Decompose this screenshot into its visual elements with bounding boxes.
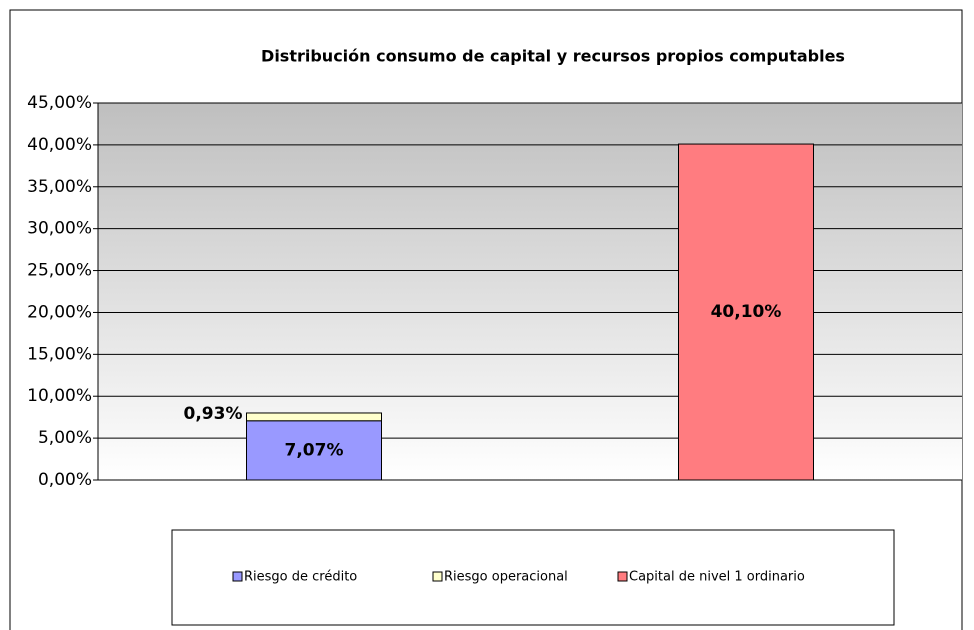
- bar-segment: [678, 143, 814, 481]
- y-tick-label: 5,00%: [38, 428, 92, 448]
- legend-label: Riesgo operacional: [444, 570, 568, 585]
- legend-label: Capital de nivel 1 ordinario: [629, 570, 805, 585]
- y-tick-label: 20,00%: [27, 302, 92, 322]
- y-tick-label: 45,00%: [27, 93, 92, 113]
- data-label: 0,93%: [184, 404, 243, 424]
- chart-title: Distribución consumo de capital y recurs…: [261, 47, 845, 66]
- bar-segment: [246, 420, 382, 481]
- bar-segment: [246, 412, 382, 422]
- y-tick-label: 25,00%: [27, 261, 92, 281]
- y-tick-label: 15,00%: [27, 344, 92, 364]
- legend-swatch: [232, 571, 243, 582]
- data-label: 40,10%: [711, 302, 782, 322]
- legend-box: [171, 529, 895, 626]
- legend-swatch: [617, 571, 628, 582]
- plot-area: [98, 103, 962, 480]
- y-tick-label: 40,00%: [27, 135, 92, 155]
- y-tick-label: 0,00%: [38, 470, 92, 490]
- y-tick-label: 35,00%: [27, 177, 92, 197]
- data-label: 7,07%: [285, 440, 344, 460]
- y-tick-label: 10,00%: [27, 386, 92, 406]
- legend-label: Riesgo de crédito: [244, 570, 357, 585]
- legend-swatch: [432, 571, 443, 582]
- y-tick-label: 30,00%: [27, 219, 92, 239]
